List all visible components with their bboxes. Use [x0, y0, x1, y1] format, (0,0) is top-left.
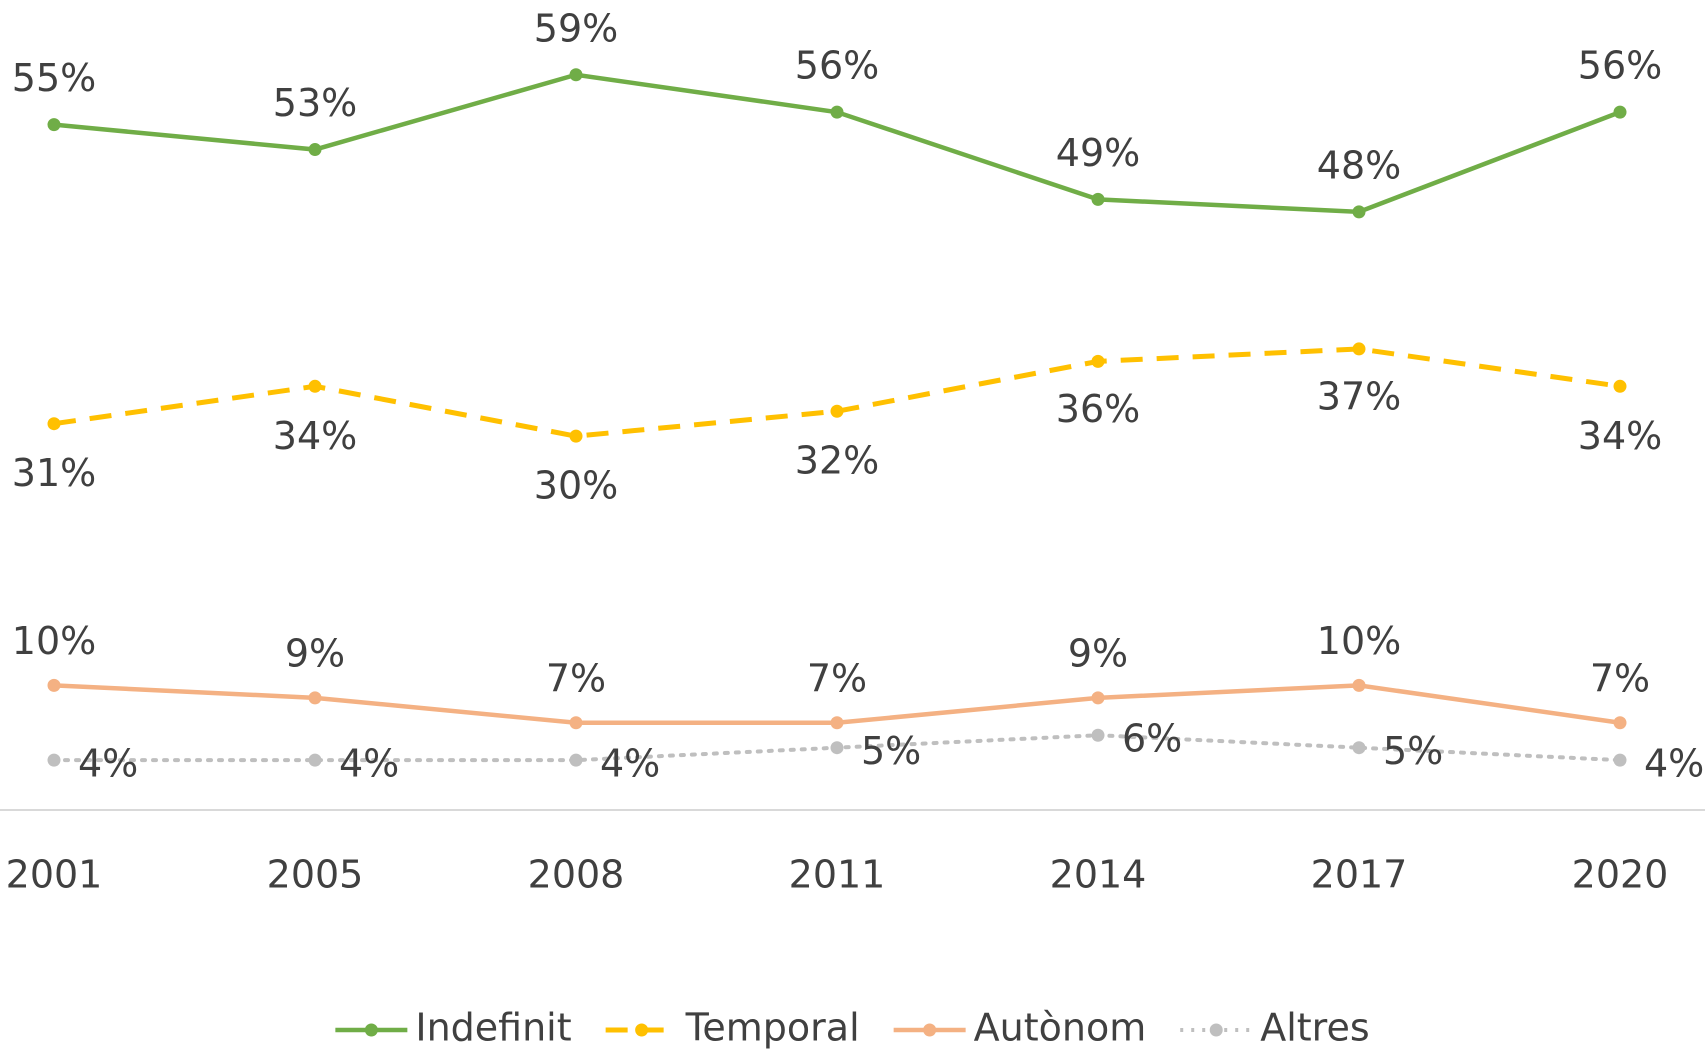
data-label: 4%: [600, 742, 660, 786]
point: [308, 379, 322, 393]
legend-label: Autònom: [974, 1006, 1147, 1050]
data-label: 37%: [1317, 374, 1401, 418]
legend-marker: [364, 1023, 378, 1037]
data-label: 9%: [285, 631, 345, 675]
data-label: 5%: [1383, 729, 1443, 773]
point: [569, 716, 583, 730]
data-label: 4%: [1644, 742, 1704, 786]
data-label: 6%: [1122, 717, 1182, 761]
data-label: 7%: [807, 656, 867, 700]
point: [1613, 105, 1627, 119]
point: [1613, 379, 1627, 393]
data-label: 4%: [339, 742, 399, 786]
x-tick-label: 2011: [789, 853, 886, 897]
data-label: 32%: [795, 439, 879, 483]
data-label: 10%: [12, 619, 96, 663]
data-label: 48%: [1317, 143, 1401, 187]
point: [1352, 205, 1366, 219]
point: [830, 404, 844, 418]
data-label: 10%: [1317, 619, 1401, 663]
data-label: 53%: [273, 81, 357, 125]
data-label: 5%: [861, 729, 921, 773]
x-tick-label: 2008: [528, 853, 625, 897]
point: [308, 753, 322, 767]
point: [47, 678, 61, 692]
data-label: 34%: [1578, 414, 1662, 458]
point: [569, 753, 583, 767]
point: [308, 143, 322, 157]
data-label: 7%: [1590, 656, 1650, 700]
legend-marker: [923, 1023, 937, 1037]
x-tick-label: 2014: [1050, 853, 1147, 897]
data-label: 30%: [534, 464, 618, 508]
point: [830, 741, 844, 755]
point: [47, 417, 61, 431]
point: [569, 429, 583, 443]
point: [1091, 192, 1105, 206]
point: [1091, 691, 1105, 705]
point: [1352, 342, 1366, 356]
point: [830, 105, 844, 119]
point: [569, 68, 583, 82]
data-label: 56%: [795, 44, 879, 88]
legend-marker: [635, 1023, 649, 1037]
point: [1613, 753, 1627, 767]
point: [1613, 716, 1627, 730]
legend-label: Indefinit: [415, 1006, 571, 1050]
legend-marker: [1209, 1023, 1223, 1037]
data-label: 55%: [12, 56, 96, 100]
x-tick-label: 2001: [6, 853, 103, 897]
data-label: 36%: [1056, 387, 1140, 431]
point: [1352, 678, 1366, 692]
data-label: 34%: [273, 414, 357, 458]
data-label: 31%: [12, 451, 96, 495]
x-tick-label: 2005: [267, 853, 364, 897]
legend-label: Temporal: [685, 1006, 860, 1050]
data-label: 9%: [1068, 631, 1128, 675]
point: [830, 716, 844, 730]
point: [1091, 354, 1105, 368]
data-label: 7%: [546, 656, 606, 700]
point: [47, 753, 61, 767]
data-label: 4%: [78, 742, 138, 786]
data-label: 56%: [1578, 44, 1662, 88]
x-tick-label: 2017: [1311, 853, 1408, 897]
point: [308, 691, 322, 705]
point: [1352, 741, 1366, 755]
x-tick-label: 2020: [1572, 853, 1669, 897]
point: [1091, 728, 1105, 742]
data-label: 49%: [1056, 131, 1140, 175]
point: [47, 118, 61, 132]
legend-label: Altres: [1260, 1006, 1369, 1050]
data-label: 59%: [534, 6, 618, 50]
